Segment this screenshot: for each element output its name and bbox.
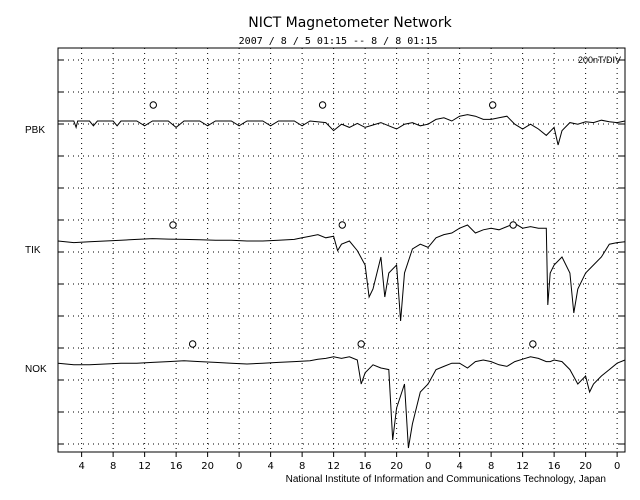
x-tick-label: 16 (548, 461, 561, 472)
series-label-tik: TIK (25, 245, 41, 256)
x-tick-label: 0 (425, 461, 431, 472)
x-tick-label: 4 (267, 461, 273, 472)
marker-circle (338, 221, 346, 229)
x-tick-label: 8 (110, 461, 116, 472)
marker-circle (529, 340, 537, 348)
x-tick-label: 20 (390, 461, 403, 472)
marker-circle (318, 101, 327, 109)
marker-circle (489, 101, 497, 109)
x-tick-label: 0 (614, 461, 620, 472)
x-tick-label: 4 (456, 461, 462, 472)
series-line-pbk (58, 114, 626, 146)
scale-label: 200nT/DIV (578, 55, 621, 65)
footer-credit: National Institute of Information and Co… (286, 474, 606, 485)
x-tick-label: 8 (488, 461, 494, 472)
chart-subtitle: 2007 / 8 / 5 01:15 -- 8 / 8 01:15 (239, 36, 438, 47)
x-tick-label: 12 (327, 461, 340, 472)
x-tick-label: 16 (170, 461, 183, 472)
marker-circle (357, 340, 365, 348)
series-line-tik (57, 222, 626, 322)
chart-title: NICT Magnetometer Network (248, 15, 452, 31)
x-tick-label: 12 (516, 461, 529, 472)
x-tick-label: 20 (579, 461, 592, 472)
series-line-nok (57, 356, 626, 449)
series-label-pbk: PBK (25, 125, 45, 136)
marker-circle (169, 221, 177, 229)
plot-area: 4 8 12 16 20 0 4 8 12 16 20 0 4 8 12 16 20 0 PBK TIK NOK (25, 47, 626, 472)
plot-frame (57, 47, 626, 453)
marker-circle (509, 221, 517, 229)
x-tick-label: 12 (138, 461, 151, 472)
x-tick-label: 4 (78, 461, 84, 472)
series-label-nok: NOK (25, 364, 47, 375)
x-tick-label: 8 (299, 461, 305, 472)
marker-circle (149, 101, 157, 109)
x-tick-label: 20 (201, 461, 214, 472)
marker-circle (188, 340, 197, 348)
x-tick-label: 0 (236, 461, 242, 472)
x-tick-label: 16 (359, 461, 372, 472)
